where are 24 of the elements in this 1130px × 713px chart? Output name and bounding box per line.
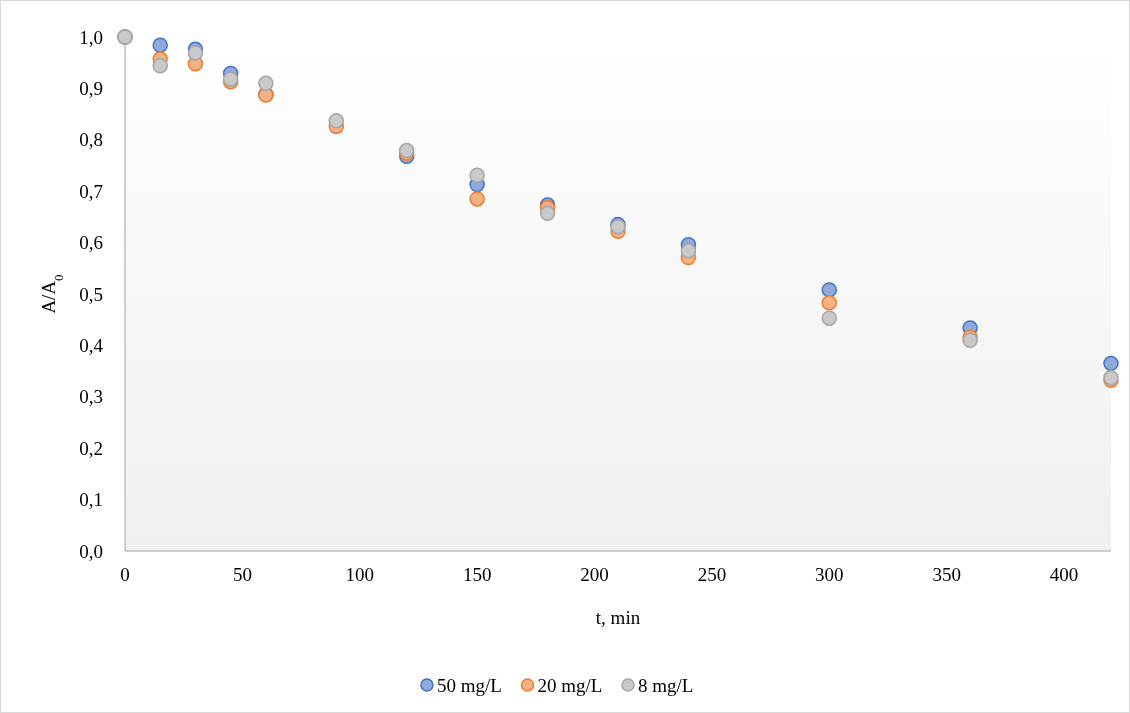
- legend-label: 50 mg/L: [437, 674, 502, 696]
- y-tick-label: 0,4: [79, 335, 104, 357]
- y-tick-label: 0,1: [79, 489, 103, 511]
- x-tick-label: 350: [932, 564, 961, 585]
- x-tick-label: 300: [815, 564, 844, 585]
- x-tick-label: 50: [232, 564, 252, 585]
- x-tick-label: 0: [120, 564, 130, 585]
- y-tick-label: 0,6: [79, 232, 103, 254]
- y-tick-label: 0,5: [79, 283, 103, 305]
- x-tick-label: 250: [697, 564, 727, 585]
- y-tick-label: 1,0: [79, 26, 103, 48]
- y-tick-label: 0,7: [79, 180, 103, 202]
- x-tick-label: 200: [580, 564, 609, 585]
- y-tick-label: 0,9: [79, 78, 103, 100]
- x-tick-label: 100: [345, 564, 375, 585]
- legend-label: 8 mg/L: [638, 674, 694, 696]
- x-axis-title: t, min: [595, 607, 641, 628]
- x-tick-label: 150: [462, 564, 492, 585]
- y-tick-label: 0,0: [79, 540, 103, 562]
- legend-label: 20 mg/L: [537, 674, 603, 696]
- x-tick-label: 400: [1049, 564, 1079, 585]
- y-tick-label: 0,3: [79, 386, 103, 408]
- y-tick-label: 0,8: [79, 129, 103, 151]
- y-tick-label: 0,2: [79, 437, 103, 459]
